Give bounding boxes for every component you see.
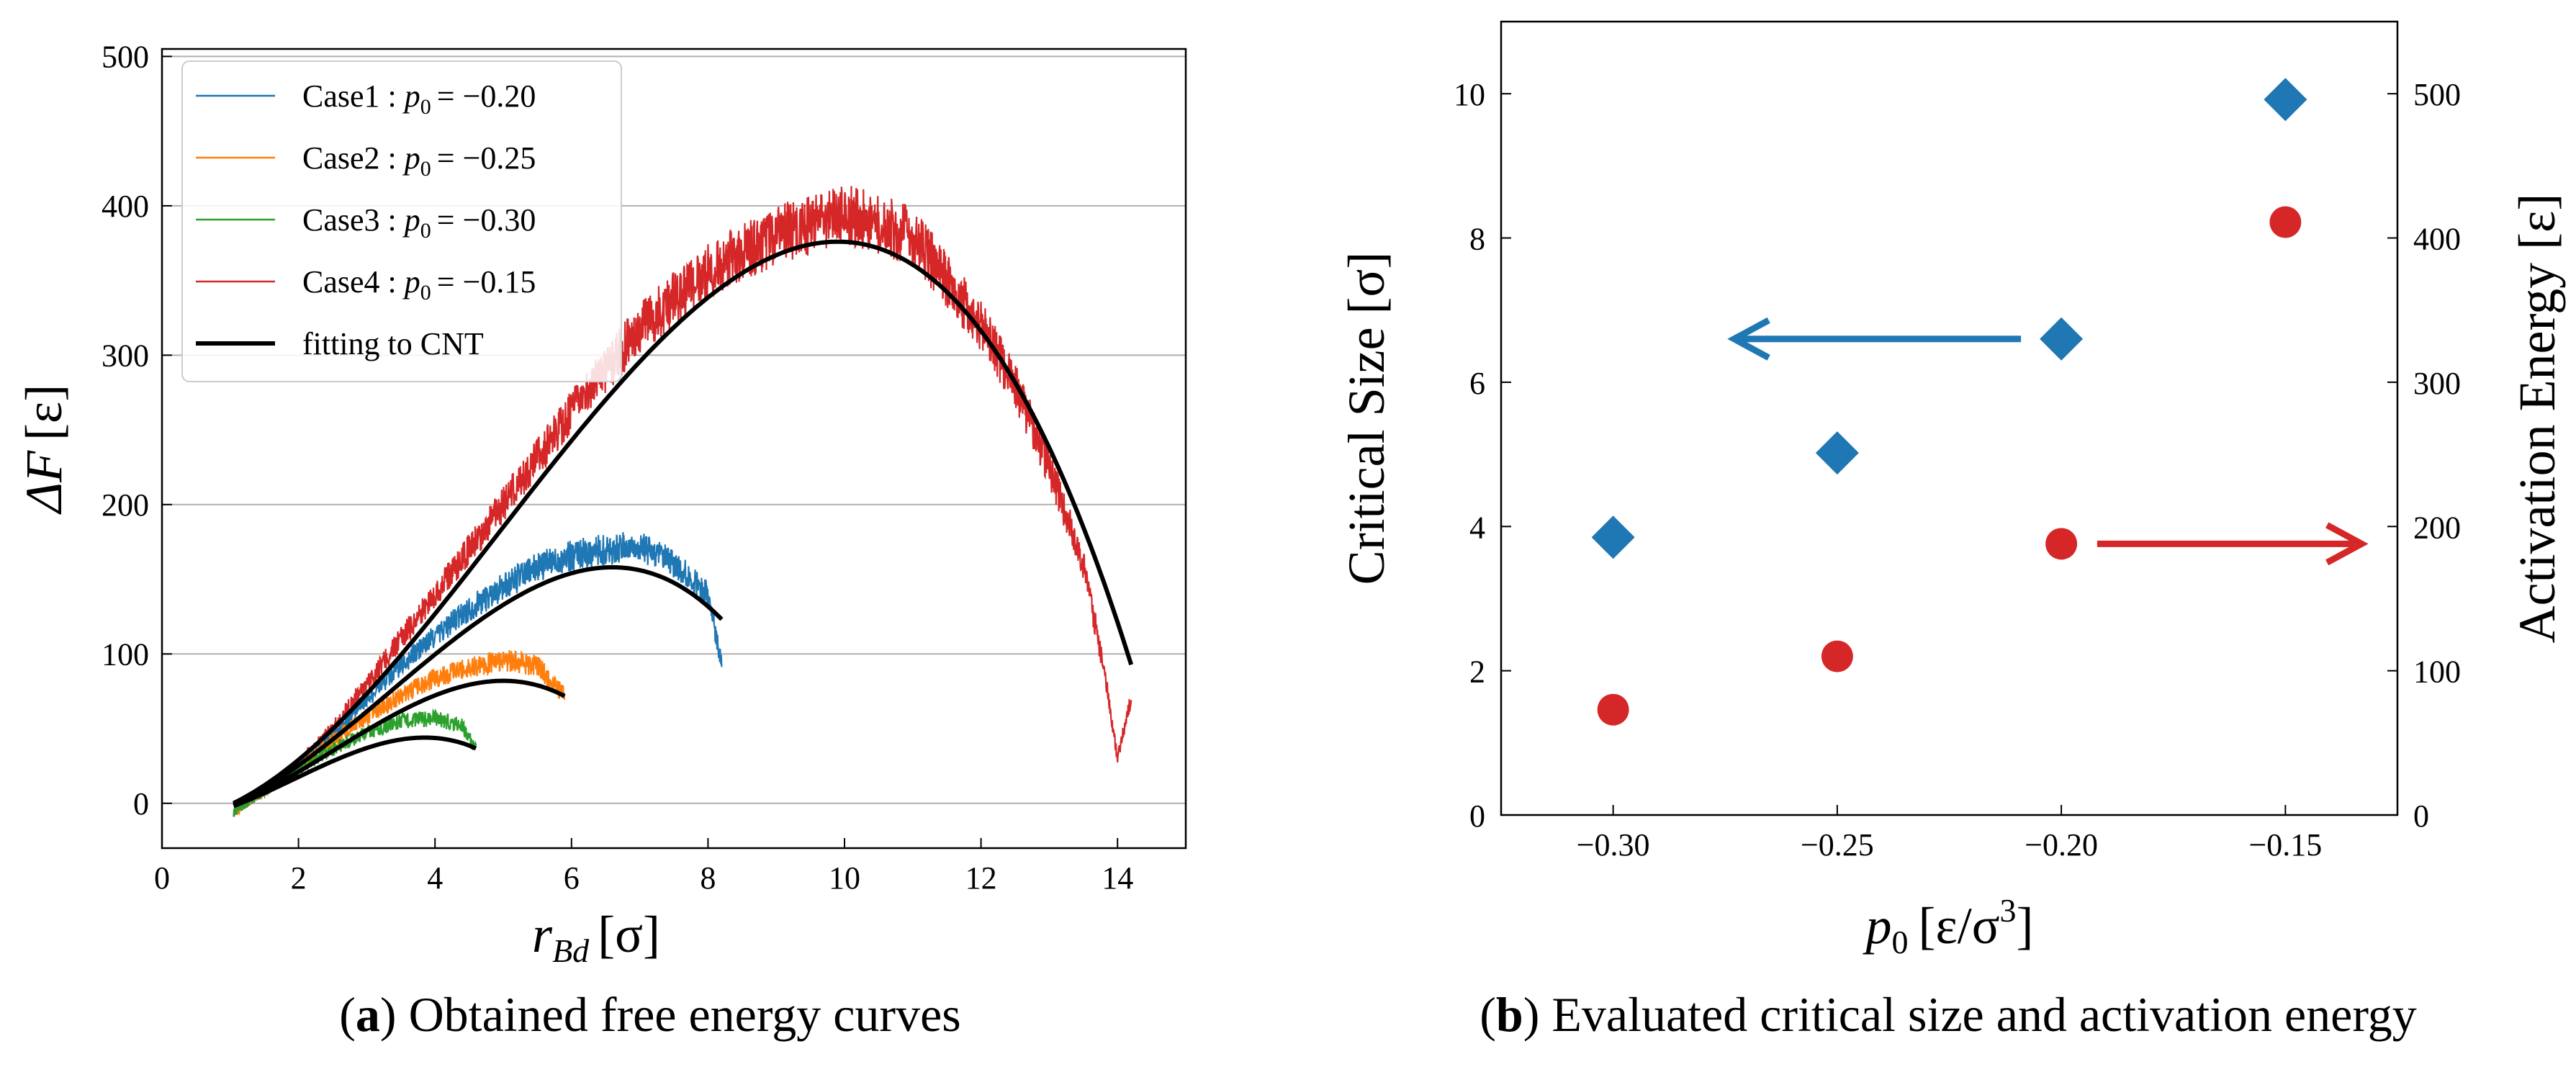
a-series-case4-line <box>233 186 1132 817</box>
a-x-tick-label: 6 <box>564 860 580 896</box>
a-y-tick-label: 200 <box>102 487 149 523</box>
a-y-tick-label: 100 <box>102 636 149 672</box>
a-fit-curve-4 <box>233 239 1134 806</box>
a-fit-curve-2 <box>233 678 566 808</box>
b-x-tick-label: −0.25 <box>1801 827 1874 863</box>
b-activation-energy-point <box>1597 693 1629 726</box>
a-x-tick-label: 12 <box>965 860 997 896</box>
a-y-axis-label: ΔF[ε] <box>15 384 73 515</box>
a-legend-label: Case2 : p0 = −0.25 <box>302 140 536 181</box>
b-activation-energy-point <box>1821 640 1853 672</box>
a-x-tick-label: 10 <box>829 860 860 896</box>
b-x-ticks: −0.30 −0.25 −0.20 −0.15 <box>1577 805 2322 863</box>
a-x-tick-label: 0 <box>154 860 170 896</box>
a-x-tick-label: 4 <box>427 860 443 896</box>
b-y-left-tick-label: 6 <box>1469 366 1485 401</box>
panel-a-free-energy-chart: 0 2 4 6 8 10 12 14 0 100 200 300 400 500 Case1 : p0 =… <box>15 39 1187 1042</box>
a-y-tick-label: 0 <box>133 786 149 821</box>
b-y-right-axis-label: Activation Energy [ε] <box>2508 194 2566 644</box>
b-plot-frame <box>1500 20 2399 816</box>
b-x-tick-label: −0.30 <box>1577 827 1650 863</box>
b-arrow-left <box>1727 317 2022 361</box>
a-y-tick-label: 300 <box>102 338 149 373</box>
b-x-axis-label: p0 [ε/σ3] <box>1862 892 2033 960</box>
b-critical-size-point <box>1815 431 1859 475</box>
a-y-tick-label: 500 <box>102 39 149 74</box>
b-y-left-tick-label: 0 <box>1469 798 1485 834</box>
a-plot-frame <box>161 48 1187 850</box>
a-y-tick-label: 400 <box>102 189 149 224</box>
b-y-left-tick-label: 8 <box>1469 222 1485 257</box>
b-points <box>1591 78 2307 726</box>
b-x-tick-label: −0.20 <box>2025 827 2098 863</box>
b-y-right-ticks: 0 100 200 300 400 500 <box>2387 77 2461 834</box>
b-y-left-tick-label: 4 <box>1469 510 1485 545</box>
a-fit-curves <box>233 239 1134 809</box>
b-activation-energy-point <box>2269 206 2302 238</box>
a-x-tick-label: 2 <box>291 860 307 896</box>
b-y-right-tick-label: 200 <box>2413 510 2461 545</box>
b-critical-size-point <box>2040 317 2084 361</box>
a-legend-label: Case1 : p0 = −0.20 <box>302 78 536 119</box>
b-y-right-tick-label: 400 <box>2413 222 2461 257</box>
a-x-axis-label: rBd [σ] <box>532 906 660 969</box>
b-y-left-ticks: 0 2 4 6 8 10 <box>1454 77 1511 834</box>
b-y-left-tick-label: 2 <box>1469 654 1485 690</box>
b-caption: (b) Evaluated critical size and activati… <box>1480 987 2417 1042</box>
b-activation-energy-point <box>2045 528 2078 560</box>
b-y-right-tick-label: 0 <box>2413 798 2429 834</box>
a-legend-label: Case4 : p0 = −0.15 <box>302 264 536 305</box>
a-legend-label: Case3 : p0 = −0.30 <box>302 202 536 243</box>
b-x-tick-label: −0.15 <box>2248 827 2322 863</box>
a-legend-box <box>181 60 622 382</box>
b-y-right-tick-label: 100 <box>2413 654 2461 690</box>
a-x-tick-label: 8 <box>700 860 716 896</box>
a-legend-label: fitting to CNT <box>302 326 484 361</box>
b-y-right-tick-label: 500 <box>2413 77 2461 112</box>
b-arrow-right <box>2097 522 2369 566</box>
b-critical-size-point <box>1591 516 1635 559</box>
b-arrows <box>1727 317 2369 566</box>
b-y-left-axis-label: Critical Size [σ] <box>1338 252 1395 585</box>
b-y-right-tick-label: 300 <box>2413 366 2461 401</box>
a-x-ticks: 0 2 4 6 8 10 12 14 <box>154 838 1133 896</box>
a-caption: (a) Obtained free energy curves <box>339 987 960 1042</box>
a-fit-curve-1 <box>233 564 724 806</box>
b-y-left-tick-label: 10 <box>1454 77 1485 112</box>
a-y-ticks: 0 100 200 300 400 500 <box>102 39 172 821</box>
a-fit-curve-3 <box>233 735 477 809</box>
b-critical-size-point <box>2264 78 2307 122</box>
panel-b-critical-size-chart: −0.30 −0.25 −0.20 −0.15 0 2 4 6 8 10 0 100 200 300 4… <box>1338 20 2566 1042</box>
a-x-tick-label: 14 <box>1102 860 1133 896</box>
a-legend: Case1 : p0 = −0.20 Case2 : p0 = −0.25 Case3 … <box>181 60 622 382</box>
